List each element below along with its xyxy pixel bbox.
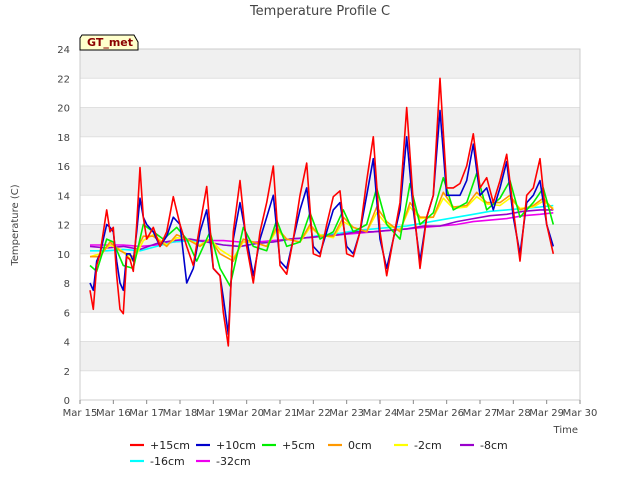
legend-item: +15cm (130, 439, 190, 452)
series-layer (89, 77, 555, 347)
legend-item: -2cm (394, 439, 442, 452)
site-badge-label: GT_met (87, 36, 133, 49)
y-tick-label: 14 (57, 191, 70, 202)
y-tick-label: 4 (64, 338, 70, 349)
y-tick-label: 0 (64, 396, 70, 407)
legend-item: -16cm (130, 455, 185, 468)
legend-item: +10cm (196, 439, 256, 452)
chart-title: Temperature Profile C (249, 4, 390, 19)
series-line-2cm (89, 195, 554, 262)
series-line-0cm (90, 191, 554, 262)
y-tick-label: 8 (64, 279, 70, 290)
legend-item: -8cm (460, 439, 508, 452)
x-axis-label: Time (553, 425, 578, 436)
x-tick-label: Mar 29 (529, 408, 564, 419)
x-tick-label: Mar 30 (563, 408, 598, 419)
x-tick-label: Mar 28 (496, 408, 531, 419)
y-tick-label: 16 (57, 162, 70, 173)
grid-band (80, 224, 580, 254)
legend-label: +10cm (216, 439, 256, 452)
x-tick-label: Mar 20 (229, 408, 264, 419)
y-tick-label: 18 (57, 133, 70, 144)
legend-label: -32cm (216, 455, 251, 468)
grid-band (80, 49, 580, 79)
site-badge: GT_met (79, 34, 139, 51)
y-tick-label: 10 (57, 250, 70, 261)
legend-label: +15cm (150, 439, 190, 452)
x-tick-label: Mar 25 (396, 408, 431, 419)
x-tick-label: Mar 21 (263, 408, 298, 419)
x-tick-label: Mar 22 (296, 408, 331, 419)
plot-frame (79, 48, 581, 401)
legend-label: 0cm (348, 439, 372, 452)
legend-label: -16cm (150, 455, 185, 468)
x-tick-label: Mar 23 (329, 408, 364, 419)
legend-label: +5cm (282, 439, 315, 452)
x-tick-label: Mar 17 (129, 408, 164, 419)
y-tick-label: 6 (64, 308, 70, 319)
x-tick-label: Mar 24 (363, 408, 398, 419)
x-tick-label: Mar 26 (429, 408, 464, 419)
legend-item: 0cm (328, 439, 372, 452)
y-axis-label: Temperature (C) (10, 184, 21, 266)
y-tick-label: 24 (57, 45, 70, 56)
legend-item: -32cm (196, 455, 251, 468)
legend-item: +5cm (262, 439, 315, 452)
x-tick-label: Mar 16 (96, 408, 131, 419)
legend-label: -2cm (414, 439, 442, 452)
x-tick-label: Mar 27 (463, 408, 498, 419)
series-line-15cm (89, 77, 555, 347)
x-tick-label: Mar 19 (196, 408, 231, 419)
site-badge-box (79, 34, 139, 51)
y-tick-label: 20 (57, 104, 70, 115)
grid-band (80, 341, 580, 371)
y-tick-label: 2 (64, 367, 70, 378)
x-tick-label: Mar 15 (63, 408, 98, 419)
legend-label: -8cm (480, 439, 508, 452)
y-tick-label: 12 (57, 221, 70, 232)
legend: +15cm +10cm +5cm 0cm -2cm -8cm -16cm -32cm (130, 439, 508, 468)
grid-band (80, 107, 580, 137)
grid-band (80, 283, 580, 313)
y-tick-label: 22 (57, 74, 70, 85)
x-tick-label: Mar 18 (163, 408, 198, 419)
